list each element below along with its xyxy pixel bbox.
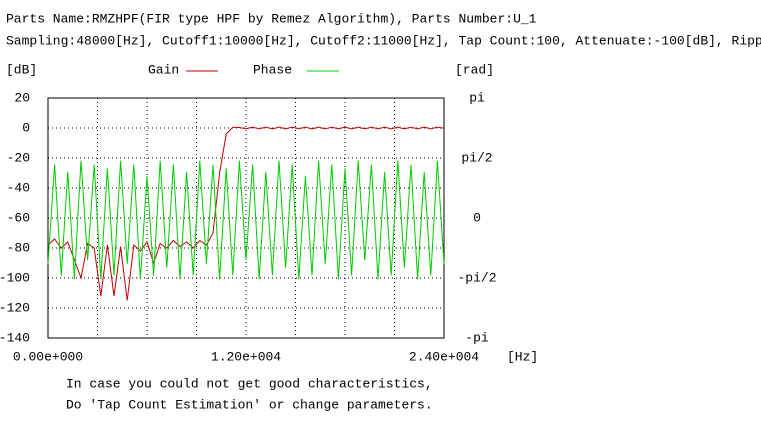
y2-tick-label: pi/2 — [461, 150, 492, 165]
footer-line: In case you could not get good character… — [66, 376, 433, 391]
legend-label: Phase — [253, 62, 292, 77]
y2-tick-label: 0 — [473, 210, 481, 225]
y2-tick-label: pi — [469, 90, 485, 105]
y2-tick-label: -pi — [465, 330, 489, 345]
y-tick-label: -100 — [0, 270, 30, 285]
y-tick-label: 20 — [14, 90, 30, 105]
series-line — [47, 160, 445, 280]
y-tick-label: -60 — [7, 210, 30, 225]
legend-label: Gain — [148, 62, 179, 77]
y-tick-label: -140 — [0, 330, 30, 345]
y-axis-label: [dB] — [6, 62, 37, 77]
y-tick-label: -20 — [7, 150, 30, 165]
x-tick-label: 0.00e+000 — [13, 349, 83, 364]
y-tick-label: -80 — [7, 240, 30, 255]
y-tick-label: -40 — [7, 180, 30, 195]
y-tick-label: 0 — [22, 120, 30, 135]
y-tick-label: -120 — [0, 300, 30, 315]
x-tick-label: 2.40e+004 — [409, 349, 479, 364]
y2-tick-label: -pi/2 — [457, 270, 496, 285]
footer-line: Do 'Tap Count Estimation' or change para… — [66, 397, 433, 412]
x-axis-label: [Hz] — [507, 349, 538, 364]
header-line: Parts Name:RMZHPF(FIR type HPF by Remez … — [6, 11, 537, 26]
header-line: Sampling:48000[Hz], Cutoff1:10000[Hz], C… — [6, 33, 761, 48]
series-line — [47, 126, 445, 301]
x-tick-label: 1.20e+004 — [211, 349, 281, 364]
y2-axis-label: [rad] — [455, 62, 494, 77]
